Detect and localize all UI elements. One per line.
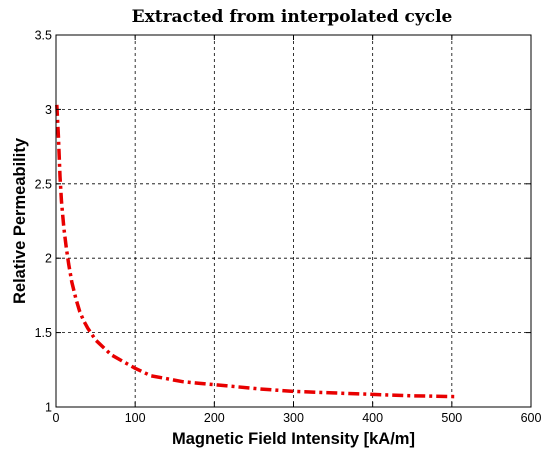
x-tick-label: 0: [53, 411, 60, 425]
grid-lines: [56, 35, 531, 407]
y-tick-label: 1.5: [35, 326, 52, 340]
y-tick-label: 2: [45, 252, 52, 266]
y-tick-label: 3.5: [35, 29, 52, 43]
x-tick-label: 100: [125, 411, 146, 425]
y-tick-label: 3: [45, 103, 52, 117]
x-tick-label: 300: [283, 411, 304, 425]
y-tick-label: 1: [45, 401, 52, 415]
y-axis-label: Relative Permeability: [11, 137, 29, 304]
permeability-curve: [55, 104, 456, 399]
series-layer: [55, 104, 456, 399]
x-tick-label: 400: [362, 411, 383, 425]
x-tick-label: 500: [441, 411, 462, 425]
y-tick-label: 2.5: [35, 177, 52, 191]
axis-ticks: 0 100 200 300 400 500 600 1 1.5 2 2.5 3 3.5: [35, 29, 542, 426]
x-tick-label: 200: [204, 411, 225, 425]
chart-title: Extracted from interpolated cycle: [132, 7, 453, 27]
x-axis-label: Magnetic Field Intensity [kA/m]: [172, 430, 415, 448]
x-tick-label: 600: [521, 411, 542, 425]
